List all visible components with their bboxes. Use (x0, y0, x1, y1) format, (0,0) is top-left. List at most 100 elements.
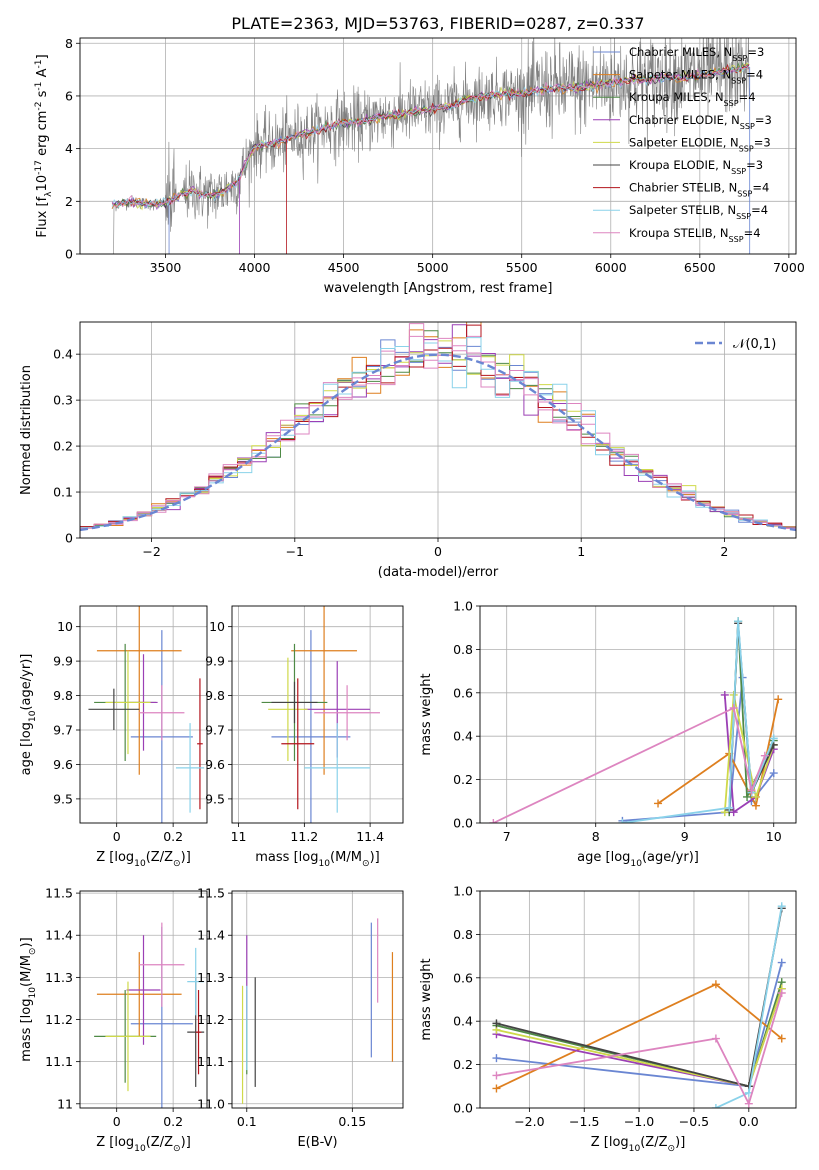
y-tick-label: 0.8 (453, 642, 473, 657)
legend-entry: Kroupa ELODIE, NSSP=3 (629, 158, 763, 176)
legend-entry: Salpeter ELODIE, NSSP=3 (629, 135, 771, 153)
y-axis-label: age [log10(age/yr)] (19, 654, 38, 776)
observed-spectrum (112, 38, 750, 254)
x-axis-label: mass [log10(M/M⊙)] (255, 850, 379, 869)
x-axis-label: (data-model)/error (378, 565, 499, 580)
plot-area (261, 606, 380, 823)
weight-series-marker (711, 980, 720, 989)
y-tick-label: 2 (65, 194, 73, 209)
x-tick-label: −1.5 (569, 1114, 599, 1129)
legend-entry: Chabrier ELODIE, NSSP=3 (629, 113, 772, 131)
weight-series-marker (777, 1034, 786, 1043)
weight-series-marker (751, 801, 760, 810)
y-tick-label: 11.5 (197, 886, 225, 901)
y-axis-label: Flux [fλ10-17 erg cm-2 s-1 A-1] (34, 54, 54, 237)
weight-series-marker (769, 769, 778, 778)
x-tick-label: 0.2 (163, 1114, 183, 1129)
y-tick-label: 9.8 (53, 688, 73, 703)
y-axis-label: mass [log10(M/M⊙)] (19, 937, 38, 1061)
weight-series-line (496, 992, 783, 1107)
y-tick-label: 11.5 (45, 886, 73, 901)
y-tick-label: 0.8 (453, 927, 473, 942)
y-axis-label: mass weight (419, 958, 434, 1040)
x-axis-label: Z [log10(Z/Z⊙)] (96, 1135, 191, 1154)
y-tick-label: 9.9 (53, 654, 73, 669)
panel-mass-vs-Z: 0 0.2 11 11.1 11.2 11.3 11.4 11.5 Z [log10(Z/Z⊙)… (19, 886, 208, 1154)
x-tick-label: 11.2 (290, 829, 318, 844)
x-tick-label: 4500 (328, 260, 360, 275)
weight-series-marker (720, 808, 729, 817)
weight-series-marker (720, 690, 729, 699)
y-tick-label: 9.6 (53, 757, 73, 772)
panel-weight-vs-Z: −2.0 −1.5 −1.0 −0.5 0.0 0.0 0.2 0.4 0.6 0.8 1.0 Z [… (419, 884, 797, 1154)
y-tick-label: 9.5 (53, 791, 73, 806)
legend-entry: Salpeter STELIB, NSSP=4 (629, 203, 768, 221)
model-spectrum-line (111, 64, 750, 208)
weight-series-marker (769, 734, 778, 743)
y-axis-label: Normed distribution (19, 365, 34, 495)
x-tick-label: 7000 (773, 260, 805, 275)
residual-histogram (80, 323, 796, 538)
axes-frame (231, 605, 404, 824)
x-tick-label: 0 (434, 544, 442, 559)
weight-series-line (723, 694, 775, 813)
weight-series-marker (751, 792, 760, 801)
x-tick-label: −2.0 (514, 1114, 544, 1129)
weight-series-marker (492, 1084, 501, 1093)
axes-frame (79, 37, 797, 255)
x-tick-label: 6500 (684, 260, 716, 275)
x-tick-label: 3500 (150, 260, 182, 275)
legend-entry: 𝒩(0,1) (733, 337, 776, 352)
weight-series-marker (744, 1099, 753, 1108)
y-tick-label: 6 (65, 88, 73, 103)
x-tick-label: 0.1 (237, 1114, 257, 1129)
plot-area (492, 902, 786, 1108)
y-tick-label: 11.0 (197, 1096, 225, 1111)
y-tick-label: 9.7 (53, 723, 73, 738)
plot-area (489, 617, 783, 823)
panel-age-vs-mass: 11 11.2 11.4 9.5 9.6 9.7 9.8 9.9 10 mass [log10(M… (205, 605, 404, 869)
weight-series-marker (777, 902, 786, 911)
y-tick-label: 4 (65, 141, 73, 156)
y-tick-label: 10 (57, 619, 73, 634)
y-axis-label: mass weight (419, 673, 434, 755)
x-tick-label: 8 (592, 829, 600, 844)
axes-frame (231, 890, 404, 1109)
weight-series-marker (489, 819, 498, 823)
y-tick-label: 11.1 (197, 1054, 225, 1069)
x-tick-label: 2 (720, 544, 728, 559)
y-tick-label: 9.9 (205, 654, 225, 669)
y-tick-label: 1.0 (453, 599, 473, 614)
panel-spectrum: 3500 4000 4500 5000 5500 6000 6500 7000 0 2 4 6 8 wav… (34, 36, 805, 296)
x-tick-label: −0.5 (679, 1114, 709, 1129)
weight-series-marker (654, 799, 663, 808)
y-tick-label: 0.4 (53, 347, 73, 362)
y-tick-label: 0.2 (53, 439, 73, 454)
weight-series-marker (711, 1104, 720, 1108)
y-tick-label: 11.3 (45, 970, 73, 985)
x-tick-label: −1 (286, 544, 304, 559)
weight-series-marker (743, 792, 752, 801)
x-tick-label: 7 (503, 829, 511, 844)
weight-series-marker (729, 808, 738, 817)
x-axis-label: Z [log10(Z/Z⊙)] (96, 850, 191, 869)
y-tick-label: 0.0 (453, 1101, 473, 1116)
y-tick-label: 9.6 (205, 757, 225, 772)
y-tick-label: 9.5 (205, 791, 225, 806)
figure-title: PLATE=2363, MJD=53763, FIBERID=0287, z=0… (231, 14, 644, 33)
x-tick-label: −1.0 (624, 1114, 654, 1129)
legend-entry: Kroupa MILES, NSSP=4 (629, 90, 756, 108)
panel-weight-vs-age: 7 8 9 10 0.0 0.2 0.4 0.6 0.8 1.0 age [log10(age/yr… (419, 599, 797, 869)
panel-mass-vs-EBV: 0.1 0.15 11.0 11.1 11.2 11.3 11.4 11.5 E(B-V) (197, 886, 404, 1150)
y-tick-label: 0 (65, 531, 73, 546)
y-tick-label: 0.0 (453, 816, 473, 831)
x-tick-label: −2 (142, 544, 160, 559)
x-tick-label: 10 (766, 829, 782, 844)
weight-series-marker (777, 958, 786, 967)
weight-series-marker (747, 786, 756, 795)
y-tick-label: 0.6 (453, 685, 473, 700)
x-tick-label: 9 (681, 829, 689, 844)
x-axis-label: wavelength [Angstrom, rest frame] (324, 281, 553, 296)
x-tick-label: 5500 (506, 260, 538, 275)
